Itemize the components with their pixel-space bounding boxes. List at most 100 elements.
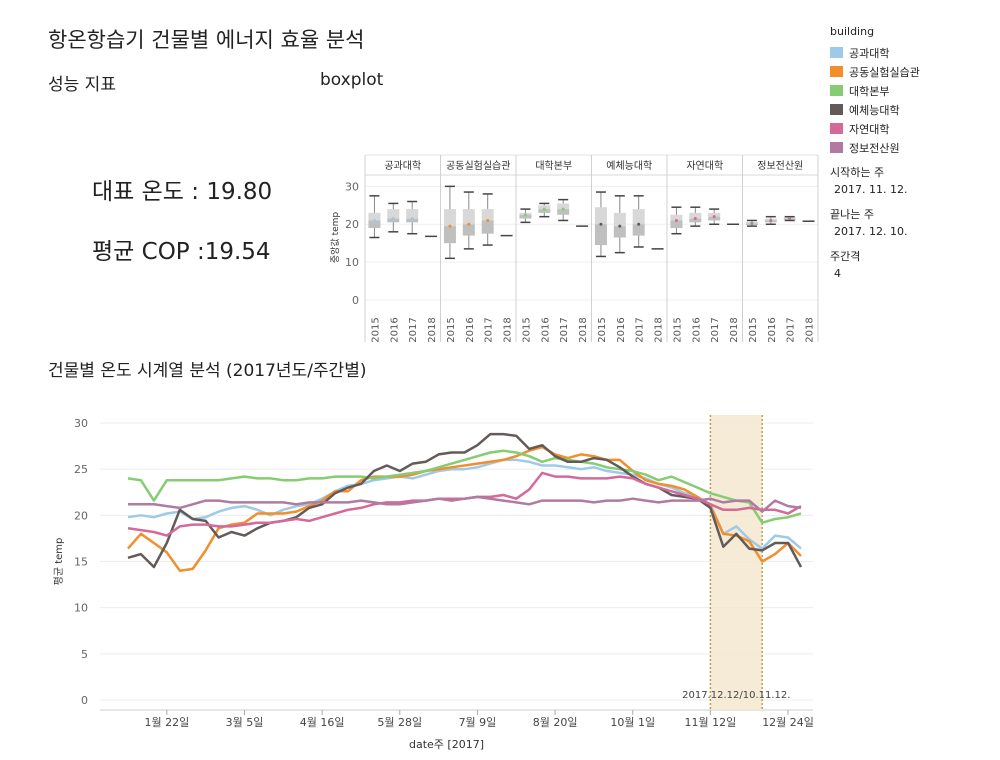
legend-swatch: [830, 123, 843, 134]
boxplot-median-point: [542, 207, 546, 211]
boxplot-median-point: [788, 217, 792, 221]
legend-item[interactable]: 공과대학: [830, 43, 920, 62]
temperature-line-chart: 0 5 10 15 20 25 30 평균 temp 2017.12.12/10.11.12. 1…: [53, 415, 814, 751]
boxplot-year-tick: 2018: [729, 317, 740, 342]
boxplot-year-tick: 2016: [616, 317, 627, 342]
boxplot-box-upper: [538, 205, 551, 210]
boxplot-year-tick: 2018: [503, 317, 514, 342]
boxplot-box-lower: [519, 214, 532, 219]
boxplot-year-tick: 2016: [691, 317, 702, 342]
boxplot-year-tick: 2015: [521, 317, 532, 342]
boxplot-box-lower: [538, 209, 551, 213]
legend-swatch: [830, 142, 843, 153]
legend-item[interactable]: 대학본부: [830, 81, 920, 100]
boxplot-panel-title: 공동실험실습관: [446, 160, 510, 172]
boxplot-y-tick: 30: [345, 180, 359, 193]
boxplot-box-lower: [368, 220, 381, 229]
boxplot-box-lower: [632, 224, 645, 236]
boxplot-box-lower: [557, 209, 570, 215]
start-week-value[interactable]: 2017. 11. 12.: [834, 183, 908, 196]
boxplot-box-lower: [613, 226, 626, 238]
kpi-representative-temp: 대표 온도 : 19.80: [92, 179, 273, 205]
boxplot-box-lower: [481, 220, 494, 234]
line-series: [127, 445, 802, 572]
boxplot-year-tick: 2016: [540, 317, 551, 342]
boxplot-box-upper: [689, 212, 702, 219]
line-x-axis-label: date주 [2017]: [409, 738, 484, 751]
boxplot-section-label: boxplot: [320, 70, 384, 90]
boxplot-y-tick: 20: [345, 218, 359, 231]
boxplot-year-tick: 2015: [672, 317, 683, 342]
boxplot-year-tick: 2016: [389, 317, 400, 342]
boxplot-year-tick: 2015: [370, 317, 381, 342]
boxplot-year-tick: 2017: [635, 317, 646, 342]
boxplot-panel-title: 대학본부: [535, 160, 572, 172]
boxplot-year-tick: 2017: [710, 317, 721, 342]
boxplot-box-lower: [689, 218, 702, 223]
boxplot-box-upper: [594, 207, 607, 225]
boxplot-box-upper: [708, 212, 721, 217]
boxplot-year-tick: 2018: [654, 317, 665, 342]
boxplot-box-lower: [594, 224, 607, 246]
boxplot-median-point: [750, 221, 754, 225]
boxplot-y-tick: 0: [352, 294, 359, 307]
line-x-tick: 1월 22일: [144, 715, 189, 729]
boxplot-median-point: [599, 222, 603, 226]
boxplot-box-lower: [443, 226, 456, 244]
boxplot-median-point: [448, 224, 452, 228]
boxplot-median-point: [561, 207, 565, 211]
legend-item[interactable]: 자연대학: [830, 119, 920, 138]
legend-label: 정보전산원: [849, 141, 900, 155]
line-y-tick: 20: [74, 509, 88, 522]
line-y-tick: 30: [74, 417, 88, 430]
week-interval-label: 주간격: [830, 250, 861, 263]
boxplot-median-point: [712, 215, 716, 219]
line-y-tick: 10: [74, 602, 88, 615]
line-x-tick: 12월 24일: [762, 715, 814, 729]
line-series: [128, 495, 802, 513]
boxplot-median-point: [674, 218, 678, 222]
end-week-value[interactable]: 2017. 12. 10.: [834, 225, 908, 238]
line-x-tick: 7월 9일: [459, 715, 497, 729]
boxplot-year-tick: 2018: [578, 317, 589, 342]
boxplot-year-tick: 2016: [767, 317, 778, 342]
boxplot-median-point: [372, 218, 376, 222]
boxplot-year-tick: 2015: [748, 317, 759, 342]
legend-swatch: [830, 104, 843, 115]
legend-swatch: [830, 47, 843, 58]
legend-label: 예체능대학: [849, 103, 900, 117]
boxplot-box-lower: [462, 224, 475, 236]
boxplot-median-point: [523, 213, 527, 217]
week-parameters[interactable]: 시작하는 주 2017. 11. 12. 끝나는 주 2017. 12. 10.…: [830, 164, 907, 290]
boxplot-year-tick: 2015: [446, 317, 457, 342]
timeseries-title: 건물별 온도 시계열 분석 (2017년도/주간별): [48, 361, 367, 381]
legend-swatch: [830, 85, 843, 96]
end-week-label: 끝나는 주: [830, 208, 874, 221]
line-x-tick: 11월 12일: [685, 715, 737, 729]
week-interval-value[interactable]: 4: [834, 267, 841, 280]
legend-label: 공동실험실습관: [849, 65, 920, 79]
legend-item[interactable]: 공동실험실습관: [830, 62, 920, 81]
boxplot-year-tick: 2017: [484, 317, 495, 342]
boxplot-panel-title: 자연대학: [686, 160, 723, 172]
boxplot-box-upper: [462, 209, 475, 225]
legend-label: 공과대학: [849, 46, 890, 60]
start-week-label: 시작하는 주: [830, 166, 885, 179]
boxplot-box-lower: [670, 220, 683, 229]
line-x-tick: 5월 28일: [377, 715, 422, 729]
legend-item[interactable]: 예체능대학: [830, 100, 920, 119]
legend-title: building: [830, 25, 875, 38]
line-y-tick: 15: [74, 556, 88, 569]
highlight-label: 2017.12.12/10.11.12.: [682, 690, 790, 701]
boxplot-box-upper: [368, 212, 381, 221]
boxplot-median-point: [637, 222, 641, 226]
boxplot-year-tick: 2018: [427, 317, 438, 342]
boxplot-median-point: [410, 217, 414, 221]
boxplot-panel-title: 정보전산원: [757, 160, 803, 172]
legend-swatch: [830, 66, 843, 77]
kpi-average-cop: 평균 COP :19.54: [92, 239, 271, 265]
boxplot-box-upper: [443, 209, 456, 227]
boxplot-year-tick: 2016: [465, 317, 476, 342]
legend-item[interactable]: 정보전산원: [830, 138, 920, 157]
